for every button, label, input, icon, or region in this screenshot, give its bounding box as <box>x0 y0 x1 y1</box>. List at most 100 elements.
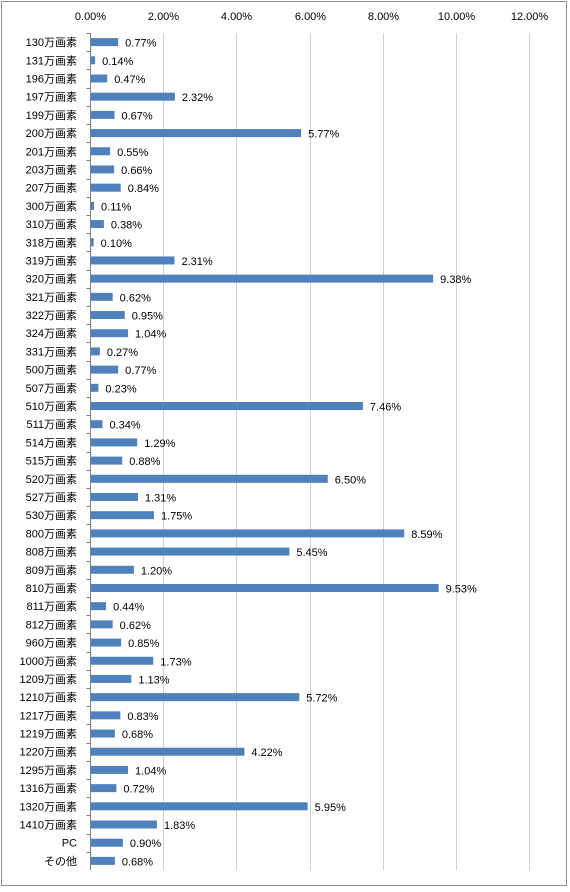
bar <box>91 347 100 356</box>
category-label: 527万画素 <box>26 491 77 504</box>
category-label: 201万画素 <box>26 145 77 158</box>
data-label: 0.67% <box>122 110 153 122</box>
data-label: 0.72% <box>123 784 154 796</box>
category-label: 500万画素 <box>26 364 77 377</box>
category-label: 131万画素 <box>26 54 77 67</box>
bar <box>91 56 96 65</box>
bar <box>91 238 94 247</box>
category-label: 196万画素 <box>26 72 77 85</box>
category-label: 319万画素 <box>26 254 77 267</box>
data-label: 9.53% <box>446 583 477 595</box>
category-label: 810万画素 <box>26 582 77 595</box>
bar <box>91 201 95 210</box>
bar <box>91 92 175 101</box>
data-label: 8.59% <box>411 529 442 541</box>
x-tick-label: 10.00% <box>438 11 476 23</box>
category-label: 199万画素 <box>26 109 77 122</box>
data-label: 1.73% <box>160 656 191 668</box>
data-label: 5.95% <box>315 802 346 814</box>
bar <box>91 674 132 683</box>
data-label: 0.11% <box>101 201 132 213</box>
bar <box>91 693 300 702</box>
data-label: 0.77% <box>125 38 156 50</box>
bar <box>91 129 302 138</box>
category-label: 510万画素 <box>26 400 77 413</box>
data-label: 0.10% <box>101 238 132 250</box>
bar <box>91 565 134 574</box>
x-axis-tick-labels: 0.00% 2.00% 4.00% 6.00% 8.00% 10.00% 12.00% <box>75 11 548 23</box>
category-label: 800万画素 <box>26 527 77 540</box>
bar <box>91 529 405 538</box>
data-label: 0.88% <box>129 456 160 468</box>
bar <box>91 492 138 501</box>
category-label: 1217万画素 <box>20 709 77 722</box>
bar <box>91 329 129 338</box>
category-label: 812万画素 <box>26 618 77 631</box>
data-label: 2.32% <box>182 92 213 104</box>
data-label: 0.68% <box>122 729 153 741</box>
category-label: 514万画素 <box>26 436 77 449</box>
bar <box>91 183 121 192</box>
data-label: 1.13% <box>138 674 169 686</box>
bar <box>91 511 155 520</box>
bar <box>91 274 434 283</box>
category-label: 1410万画素 <box>20 819 77 832</box>
category-label: 960万画素 <box>26 637 77 650</box>
category-label: 530万画素 <box>26 509 77 522</box>
data-label: 0.34% <box>109 420 140 432</box>
category-labels: 130万画素 131万画素 196万画素 197万画素 199万画素 200万画素 201万… <box>20 33 91 868</box>
data-label: 1.83% <box>164 820 195 832</box>
bar <box>91 784 117 793</box>
data-label: 9.38% <box>440 274 471 286</box>
data-label: 0.62% <box>120 620 151 632</box>
bar <box>91 402 363 411</box>
data-label: 5.77% <box>308 129 339 141</box>
bar <box>91 747 245 756</box>
bar <box>91 583 439 592</box>
bar <box>91 110 115 119</box>
data-label: 1.29% <box>144 438 175 450</box>
data-label: 5.72% <box>306 693 337 705</box>
category-label: 1219万画素 <box>20 728 77 741</box>
data-label: 0.27% <box>107 347 138 359</box>
category-label: 1000万画素 <box>20 655 77 668</box>
bar <box>91 365 119 374</box>
category-label: 1210万画素 <box>20 691 77 704</box>
bar <box>91 729 115 738</box>
bar <box>91 547 290 556</box>
category-label: 321万画素 <box>26 291 77 304</box>
category-label: 1220万画素 <box>20 746 77 759</box>
data-label: 0.38% <box>111 220 142 232</box>
bar <box>91 474 328 483</box>
bar <box>91 256 175 265</box>
data-label: 1.04% <box>135 329 166 341</box>
category-label: 331万画素 <box>26 345 77 358</box>
x-tick-label: 0.00% <box>75 11 106 23</box>
x-tick-label: 8.00% <box>368 11 399 23</box>
bar <box>91 456 123 465</box>
data-label: 0.23% <box>105 383 136 395</box>
category-label: 200万画素 <box>26 127 77 140</box>
category-label: 1320万画素 <box>20 800 77 813</box>
gridlines <box>163 33 530 870</box>
data-label: 1.04% <box>135 765 166 777</box>
data-label: 0.47% <box>114 74 145 86</box>
bar <box>91 38 119 47</box>
bar <box>91 656 154 665</box>
data-label: 0.44% <box>113 602 144 614</box>
data-label: 1.31% <box>145 492 176 504</box>
category-label: 1209万画素 <box>20 673 77 686</box>
bar <box>91 802 308 811</box>
data-label: 4.22% <box>251 747 282 759</box>
category-label: 507万画素 <box>26 382 77 395</box>
data-label: 1.20% <box>141 565 172 577</box>
category-label: 130万画素 <box>26 36 77 49</box>
bars <box>91 38 439 865</box>
data-label: 0.84% <box>128 183 159 195</box>
data-label: 6.50% <box>335 474 366 486</box>
bar <box>91 765 129 774</box>
data-label: 0.55% <box>117 147 148 159</box>
data-label: 0.62% <box>120 292 151 304</box>
category-label: 197万画素 <box>26 91 77 104</box>
